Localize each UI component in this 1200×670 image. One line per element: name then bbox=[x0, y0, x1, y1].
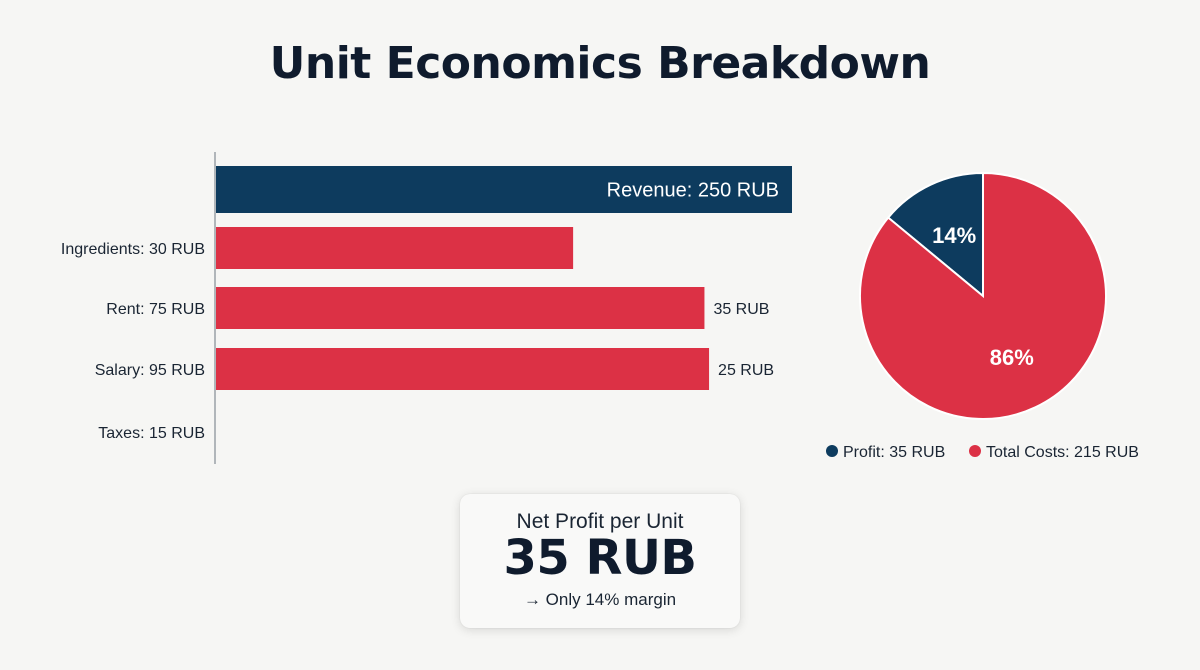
pie-slice-label: 86% bbox=[990, 345, 1034, 370]
bar-chart: Revenue: 250 RUB Ingredients: 30 RUB Rent:… bbox=[61, 152, 792, 464]
page-title: Unit Economics Breakdown bbox=[269, 38, 931, 89]
net-profit-card: Net Profit per Unit 35 RUB → Only 14% ma… bbox=[460, 494, 740, 628]
bar-value-label: 25 RUB bbox=[718, 362, 774, 379]
category-label: Taxes: 15 RUB bbox=[98, 425, 205, 442]
net-profit-value: 35 RUB bbox=[503, 530, 697, 586]
bar bbox=[216, 166, 792, 213]
category-label: Salary: 95 RUB bbox=[95, 362, 205, 379]
bar-inside-label: Revenue: 250 RUB bbox=[607, 180, 779, 202]
bar-value-label: 35 RUB bbox=[713, 301, 769, 318]
legend-label: Total Costs: 215 RUB bbox=[986, 444, 1139, 461]
pie-chart: 14% 86% Profit: 35 RUB Total Costs: 215 RUB bbox=[826, 171, 1139, 461]
pie-slice bbox=[886, 171, 984, 299]
pie-slice-label: 14% bbox=[932, 223, 976, 248]
legend-label: Profit: 35 RUB bbox=[843, 444, 945, 461]
net-profit-label: Net Profit per Unit bbox=[516, 510, 684, 533]
category-label: Ingredients: 30 RUB bbox=[61, 241, 205, 258]
bar bbox=[216, 227, 574, 269]
legend-marker bbox=[969, 445, 981, 457]
margin-note: → Only 14% margin bbox=[523, 590, 677, 609]
bar bbox=[216, 287, 705, 329]
pie-slice bbox=[859, 171, 1107, 420]
legend-marker bbox=[826, 445, 838, 457]
bar bbox=[216, 348, 710, 390]
category-label: Rent: 75 RUB bbox=[106, 301, 205, 318]
